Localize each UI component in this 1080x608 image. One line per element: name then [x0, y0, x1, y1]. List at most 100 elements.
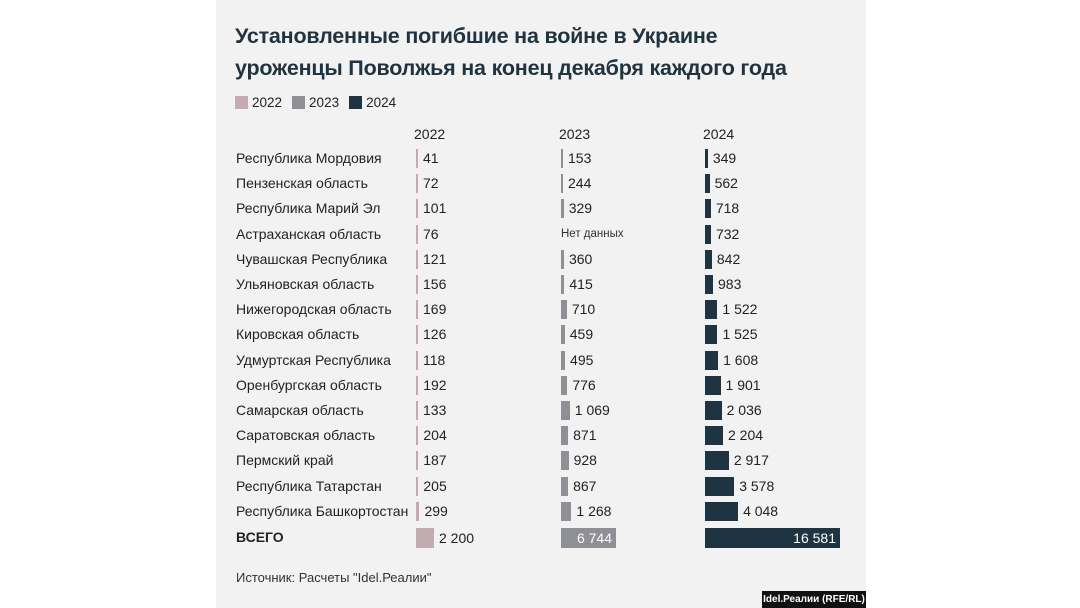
row-label: Пермский край [236, 452, 334, 469]
bar-2022 [416, 249, 418, 269]
bar-2022 [416, 375, 419, 395]
bar-2022 [416, 401, 418, 420]
value-label-2023: 776 [572, 376, 596, 393]
bar-2023 [561, 149, 563, 168]
value-label-2022: 126 [423, 326, 447, 343]
value-label-2022: 41 [423, 150, 439, 166]
value-label-2022: 76 [423, 225, 439, 242]
row-label: Республика Татарстан [236, 477, 382, 494]
bar-2024 [705, 199, 711, 219]
bar-2024 [705, 501, 739, 521]
bar-2024 [705, 224, 711, 244]
row-label: Астраханская область [236, 225, 382, 242]
value-label-2023: 710 [571, 301, 596, 318]
bar-2024 [705, 426, 723, 446]
value-label-2024: 1 901 [725, 376, 761, 393]
bar-2024 [705, 401, 722, 420]
value-label-2023: 1 069 [574, 402, 610, 418]
legend-label-2023: 2023 [309, 94, 340, 110]
column-header-2023: 2023 [559, 126, 591, 142]
bar-2023 [561, 174, 563, 194]
credit-badge: Idel.Реалии (RFE/RL) [762, 591, 866, 608]
total-bar-2024 [705, 528, 840, 548]
bar-2023 [561, 451, 569, 471]
value-label-2022: 156 [423, 276, 447, 292]
value-label-2022: 101 [423, 200, 447, 217]
bar-2022 [416, 325, 418, 345]
bar-2022 [416, 451, 419, 471]
value-label-2024: 983 [718, 276, 742, 292]
legend-swatch-2023 [292, 95, 306, 109]
value-label-2024: 3 578 [739, 477, 775, 494]
bar-2022 [416, 476, 419, 496]
value-label-2024: 718 [715, 200, 740, 217]
bar-2024 [705, 476, 735, 496]
row-label: Кировская область [236, 326, 360, 343]
bar-2022 [416, 350, 418, 370]
bar-2022 [416, 199, 418, 219]
bar-2023 [561, 300, 567, 320]
legend-swatch-2022 [235, 95, 248, 109]
row-label: Нижегородская область [236, 301, 392, 318]
bar-2023 [561, 476, 569, 496]
bar-2024 [705, 174, 710, 194]
legend-swatch-2024 [349, 95, 363, 109]
bar-2024 [705, 451, 729, 471]
bar-2022 [416, 149, 418, 168]
bar-2023 [561, 401, 570, 420]
row-label: Чувашская Республика [236, 250, 388, 267]
legend: 2022 2023 2024 [235, 93, 406, 111]
bar-2024 [705, 275, 714, 294]
bar-2023 [561, 426, 569, 446]
value-label-2023: 867 [573, 477, 597, 494]
row-label: Пензенская область [236, 175, 368, 192]
bar-2023 [561, 325, 565, 345]
value-label-2023: 871 [573, 427, 597, 444]
value-label-2024: 1 525 [722, 326, 758, 343]
value-label-2022: 205 [423, 477, 447, 494]
bar-2023 [561, 249, 564, 269]
bar-2024 [705, 325, 718, 345]
value-label-2024: 562 [714, 175, 738, 192]
row-label: Оренбургская область [236, 376, 382, 393]
chart-title-line-2: уроженцы Поволжья на конец декабря каждо… [235, 56, 787, 80]
value-label-2023: 329 [568, 200, 593, 217]
column-header-2024: 2024 [703, 126, 735, 142]
bar-2022 [416, 300, 418, 320]
chart-title-line-1: Установленные погибшие на войне в Украин… [235, 24, 718, 48]
row-label: Республика Мордовия [236, 150, 382, 166]
value-label-2024: 1 608 [723, 351, 759, 368]
value-label-2022: 133 [423, 402, 447, 418]
value-label-2023: 459 [569, 326, 594, 343]
row-label: Республика Башкортостан [236, 502, 409, 519]
value-label-2022: 299 [424, 502, 448, 519]
legend-label-2022: 2022 [252, 94, 283, 110]
row-label: Республика Марий Эл [236, 200, 381, 217]
bar-2022 [416, 426, 419, 446]
bar-2023 [561, 350, 566, 370]
total-bar-2022 [416, 528, 434, 548]
value-label-2023: 360 [568, 250, 593, 267]
row-label: Удмуртская Республика [236, 351, 391, 368]
row-label: Саратовская область [236, 427, 376, 444]
value-label-2024: 842 [716, 250, 741, 267]
value-label-2022: 118 [423, 351, 446, 368]
row-label: Ульяновская область [236, 276, 375, 292]
value-label-2024: 2 917 [733, 452, 769, 469]
source-note: Источник: Расчеты "Idel.Реалии" [236, 570, 432, 585]
total-value-2024: 16 581 [793, 530, 836, 546]
legend-item-2024: 2024 [349, 95, 396, 110]
bar-2022 [416, 275, 418, 294]
value-label-2023: 495 [570, 351, 594, 368]
value-label-2024: 4 048 [743, 502, 779, 519]
bar-2024 [705, 249, 712, 269]
total-value-2023: 6 744 [576, 530, 612, 546]
total-value-2022: 2 200 [439, 530, 475, 546]
value-label-2024: 349 [712, 150, 737, 166]
bar-2024 [705, 350, 719, 370]
value-label-2024: 2 204 [728, 427, 764, 444]
legend-item-2023: 2023 [292, 95, 339, 110]
value-label-2022: 121 [423, 250, 447, 267]
row-label: Самарская область [236, 402, 364, 418]
chart-card [216, 0, 866, 608]
